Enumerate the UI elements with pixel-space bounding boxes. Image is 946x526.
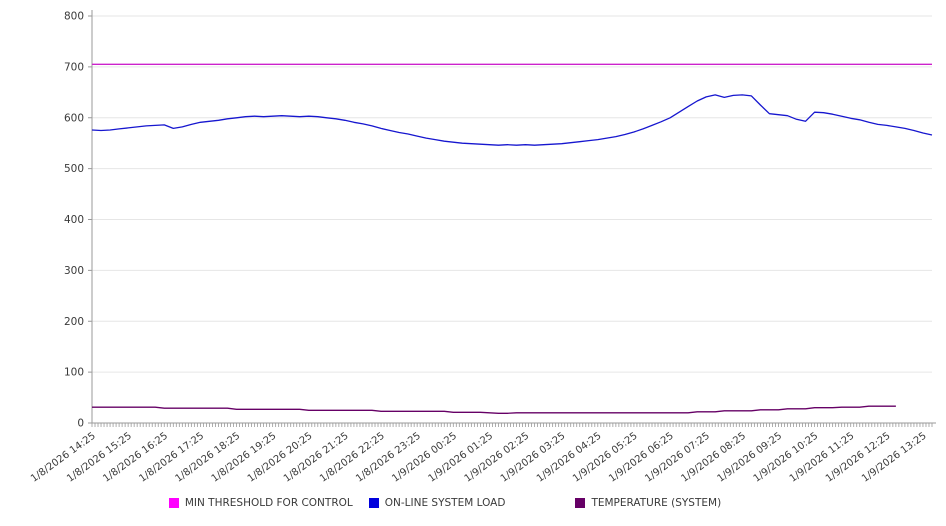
x-tick-label: 1/8/2026 23:25 bbox=[354, 431, 423, 485]
axes bbox=[88, 10, 936, 427]
legend-item-min-threshold: MIN THRESHOLD FOR CONTROL bbox=[168, 497, 353, 509]
x-tick-label: 1/8/2026 22:25 bbox=[318, 431, 387, 485]
x-tick-label: 1/9/2026 02:25 bbox=[463, 431, 532, 485]
x-tick-label: 1/9/2026 08:25 bbox=[679, 431, 748, 485]
y-tick-label: 300 bbox=[64, 265, 84, 277]
legend-item-temperature: TEMPERATURE (SYSTEM) bbox=[575, 497, 721, 509]
x-tick-label: 1/8/2026 19:25 bbox=[210, 431, 279, 485]
y-tick-label: 700 bbox=[64, 61, 84, 73]
y-tick-label: 400 bbox=[64, 214, 84, 226]
legend: MIN THRESHOLD FOR CONTROL ON-LINE SYSTEM… bbox=[0, 497, 946, 509]
y-tick-label: 600 bbox=[64, 112, 84, 124]
x-tick-label: 1/9/2026 10:25 bbox=[752, 431, 821, 485]
system-load-line bbox=[91, 94, 933, 146]
x-tick-label: 1/8/2026 21:25 bbox=[282, 431, 351, 485]
x-tick-label: 1/9/2026 12:25 bbox=[824, 431, 893, 485]
y-tick-label: 500 bbox=[64, 163, 84, 175]
x-tick-label: 1/9/2026 04:25 bbox=[535, 431, 604, 485]
x-tick-label: 1/9/2026 00:25 bbox=[390, 431, 459, 485]
x-tick-label: 1/9/2026 05:25 bbox=[571, 431, 640, 485]
x-tick-label: 1/8/2026 20:25 bbox=[246, 431, 315, 485]
x-tick-label: 1/8/2026 17:25 bbox=[137, 431, 206, 485]
x-tick-label: 1/8/2026 15:25 bbox=[65, 431, 134, 485]
y-tick-label: 800 bbox=[64, 11, 84, 23]
legend-item-system-load: ON-LINE SYSTEM LOAD bbox=[368, 497, 506, 509]
x-tick-label: 1/9/2026 11:25 bbox=[788, 431, 857, 485]
x-tick-label: 1/8/2026 18:25 bbox=[174, 431, 243, 485]
temperature-line bbox=[92, 405, 896, 414]
x-tick-label: 1/9/2026 13:25 bbox=[860, 431, 929, 485]
x-tick-label: 1/8/2026 14:25 bbox=[29, 431, 98, 485]
x-tick-label: 1/9/2026 06:25 bbox=[607, 431, 676, 485]
legend-label-system-load: ON-LINE SYSTEM LOAD bbox=[384, 497, 506, 509]
x-tick-label: 1/9/2026 07:25 bbox=[643, 431, 712, 485]
legend-swatch-temperature-icon bbox=[575, 498, 586, 508]
x-tick-label: 1/9/2026 03:25 bbox=[499, 431, 568, 485]
legend-label-temperature: TEMPERATURE (SYSTEM) bbox=[591, 497, 722, 509]
x-tick-label: 1/9/2026 09:25 bbox=[716, 431, 785, 485]
x-tick-label: 1/8/2026 16:25 bbox=[101, 431, 170, 485]
legend-swatch-system-load-icon bbox=[368, 498, 379, 508]
y-tick-label: 200 bbox=[64, 316, 84, 328]
legend-swatch-min-threshold-icon bbox=[168, 498, 179, 508]
plot-series bbox=[91, 63, 933, 414]
y-tick-label: 0 bbox=[77, 418, 84, 430]
x-axis-tick-labels: 1/8/2026 14:251/8/2026 15:251/8/2026 16:… bbox=[29, 431, 929, 485]
y-tick-label: 100 bbox=[64, 367, 84, 379]
y-axis-tick-labels: 0 100 200 300 400 500 600 700 800 bbox=[64, 11, 84, 430]
gridlines bbox=[92, 15, 932, 373]
legend-label-min-threshold: MIN THRESHOLD FOR CONTROL bbox=[184, 497, 353, 509]
x-tick-label: 1/9/2026 01:25 bbox=[426, 431, 495, 485]
